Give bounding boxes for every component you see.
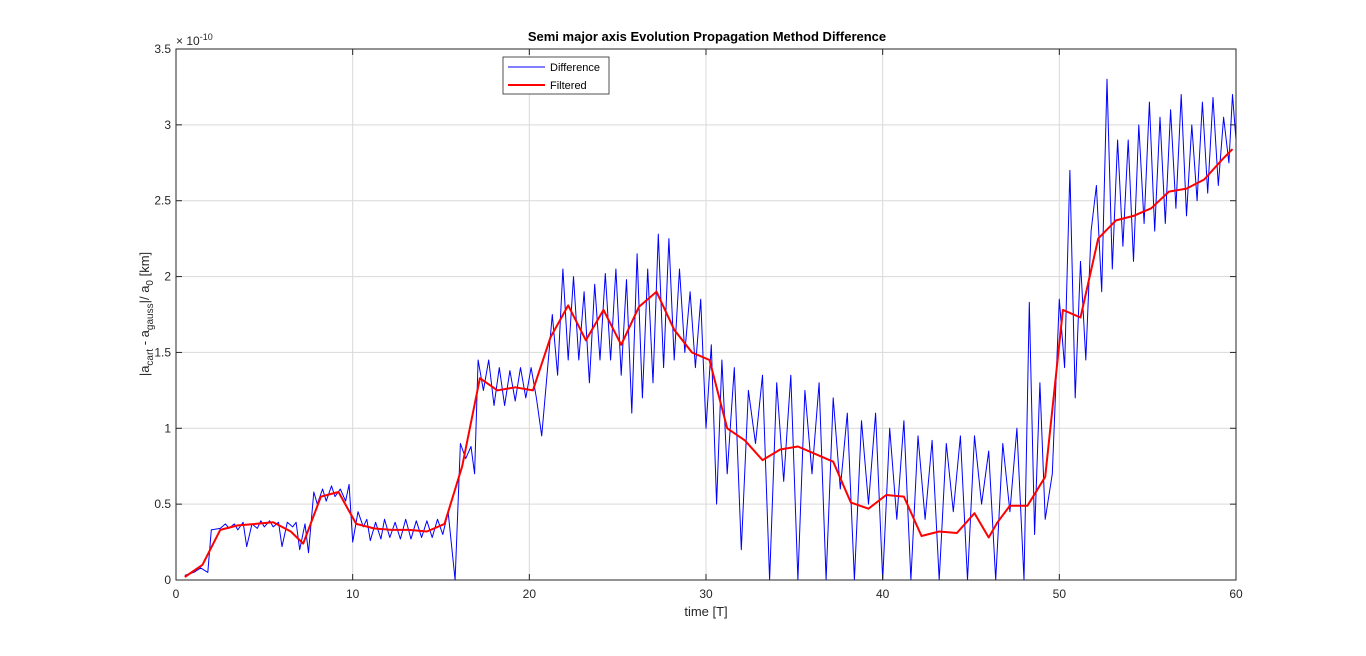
y-exponent-label: × 10-10 [176,32,213,48]
legend-label-difference: Difference [550,62,600,74]
x-tick-label: 60 [1229,587,1243,601]
y-tick-label: 3.5 [154,42,171,56]
chart-title: Semi major axis Evolution Propagation Me… [528,29,886,44]
x-tick-label: 20 [523,587,537,601]
y-tick-label: 2 [164,270,171,284]
x-tick-label: 40 [876,587,890,601]
tick-labels: 0 10 20 30 40 50 60 0 0.5 1 1.5 2 2.5 3 3.5 [154,42,1243,601]
y-tick-label: 1.5 [154,345,171,359]
x-axis-label: time [T] [684,604,727,619]
x-tick-label: 10 [346,587,360,601]
y-tick-label: 1 [164,421,171,435]
series-layer [184,78,1237,581]
y-tick-label: 3 [164,118,171,132]
y-tick-label: 0 [164,573,171,587]
x-tick-label: 30 [699,587,713,601]
y-tick-label: 2.5 [154,194,171,208]
series-filtered-line [184,148,1234,578]
y-axis-label: |acart - agauss|/ a0 [km] [137,252,156,376]
y-tick-label: 0.5 [154,497,171,511]
x-tick-label: 0 [173,587,180,601]
legend-box [502,56,610,95]
x-tick-label: 50 [1053,587,1067,601]
legend: Difference Filtered [502,56,610,95]
legend-label-filtered: Filtered [550,80,587,92]
tick-marks [175,48,1237,581]
grid-lines [176,49,1236,580]
series-difference-line [184,78,1237,581]
